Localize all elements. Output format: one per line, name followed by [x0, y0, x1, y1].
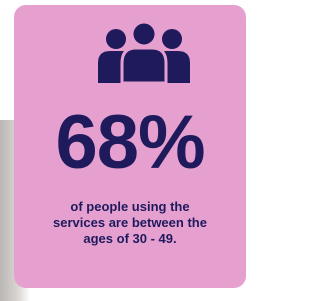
people-icon [94, 21, 194, 83]
caption-line: services are between the [14, 215, 246, 231]
caption-line: of people using the [14, 199, 246, 215]
caption-line: ages of 30 - 49. [14, 231, 246, 247]
stat-value: 68% [14, 101, 246, 185]
stat-caption: of people using the services are between… [14, 199, 246, 247]
stat-card: 68% of people using the services are bet… [14, 5, 246, 288]
page: {"stat": {"value": "68%", "caption_lines… [0, 0, 256, 301]
